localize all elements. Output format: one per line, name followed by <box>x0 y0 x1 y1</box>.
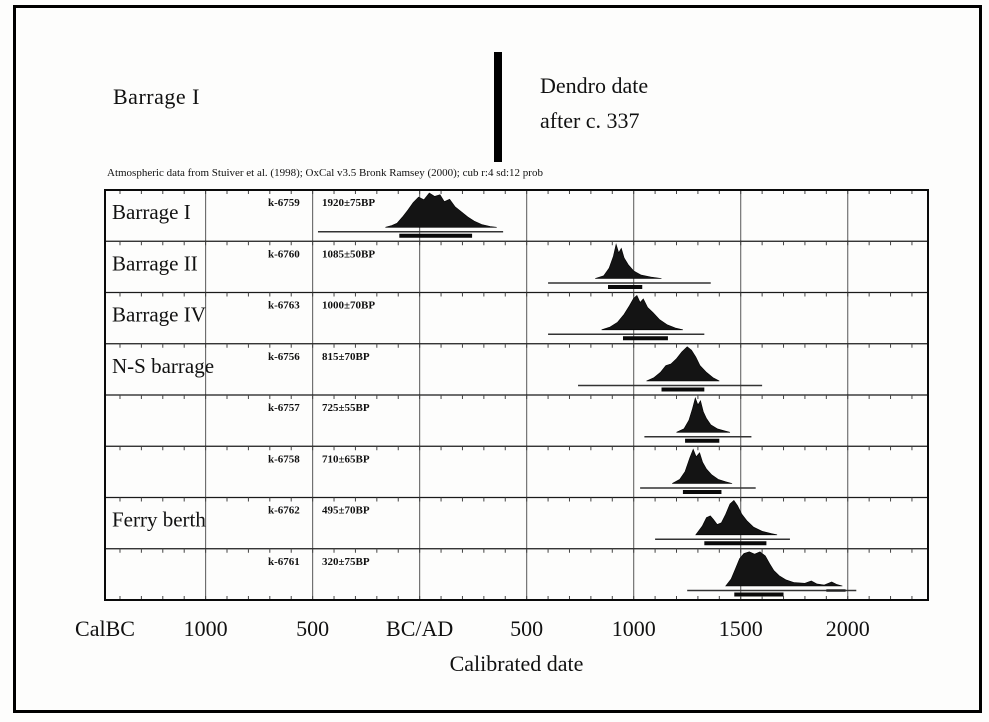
sample-code: k-6759 <box>268 197 300 209</box>
sample-bp-age: 1920±75BP <box>322 197 375 209</box>
x-axis-title: Calibrated date <box>450 651 584 676</box>
sample-label: Barrage II <box>112 251 198 275</box>
distribution-curve <box>646 346 720 382</box>
distribution-curve <box>595 243 662 279</box>
x-axis-tick-label: 1500 <box>719 616 763 641</box>
x-axis-tick-label: 2000 <box>826 616 870 641</box>
sample-row: N-S barrage k-6756 815±70BP <box>105 343 928 392</box>
minor-ticks <box>119 343 913 348</box>
sample-row: k-6757 725±55BP <box>105 394 928 443</box>
attribution-note: Atmospheric data from Stuiver et al. (19… <box>107 167 543 179</box>
x-axis-tick-label: 1000 <box>184 616 228 641</box>
sample-row: Barrage II k-6760 1085±50BP <box>105 240 928 289</box>
dendro-date-marker-bar <box>494 52 502 162</box>
dendro-date-line1: Dendro date <box>540 73 649 98</box>
sample-code: k-6758 <box>268 453 300 465</box>
x-axis-origin-label: CalBC <box>75 616 135 641</box>
sample-code: k-6762 <box>268 505 300 517</box>
sample-row: Ferry berth k-6762 495±70BP <box>105 496 928 546</box>
sample-code: k-6763 <box>268 300 300 312</box>
sample-label: Barrage IV <box>112 303 206 327</box>
x-axis-tick-label: 1000 <box>612 616 656 641</box>
sample-row: Barrage I k-6759 1920±75BP <box>112 192 504 238</box>
distribution-curve <box>725 551 843 587</box>
x-axis-labels: CalBC 1000 500 BC/AD 500 1000 1500 2000 <box>75 616 870 641</box>
sample-label: N-S barrage <box>112 354 214 378</box>
figure-title: Barrage I <box>113 84 200 109</box>
sample-bp-age: 1000±70BP <box>322 300 375 312</box>
figure-frame <box>13 5 982 713</box>
distribution-curve <box>385 192 497 228</box>
x-axis-tick-label: BC/AD <box>386 616 453 641</box>
sample-label: Barrage I <box>112 200 191 224</box>
distribution-curve <box>672 448 733 484</box>
sample-bp-age: 710±65BP <box>322 453 370 465</box>
dendro-date-line2: after c. 337 <box>540 108 640 133</box>
minor-ticks <box>119 241 913 246</box>
sample-bp-age: 725±55BP <box>322 402 370 414</box>
minor-ticks <box>119 292 913 297</box>
sample-bp-age: 320±75BP <box>322 556 370 568</box>
distribution-curve <box>601 295 683 331</box>
sample-row: Barrage IV k-6763 1000±70BP <box>105 291 928 341</box>
sample-code: k-6761 <box>268 556 300 568</box>
minor-ticks <box>119 395 913 399</box>
dendro-date-label: Dendro date after c. 337 <box>540 68 648 138</box>
minor-ticks <box>119 548 913 553</box>
minor-ticks <box>119 497 913 502</box>
x-axis-tick-label: 500 <box>510 616 543 641</box>
distribution-curve <box>695 500 778 536</box>
distribution-curve <box>676 397 731 433</box>
x-axis-tick-label: 500 <box>296 616 329 641</box>
sample-bp-age: 495±70BP <box>322 505 370 517</box>
sample-code: k-6756 <box>268 351 300 363</box>
sample-row: k-6761 320±75BP <box>105 548 928 597</box>
sample-bp-age: 815±70BP <box>322 351 370 363</box>
plot-border <box>104 189 929 601</box>
sample-code: k-6757 <box>268 402 300 414</box>
sample-code: k-6760 <box>268 248 300 260</box>
sample-bp-age: 1085±50BP <box>322 248 375 260</box>
sample-label: Ferry berth <box>112 508 206 532</box>
sample-row: k-6758 710±65BP <box>105 445 928 494</box>
minor-ticks <box>119 446 913 451</box>
